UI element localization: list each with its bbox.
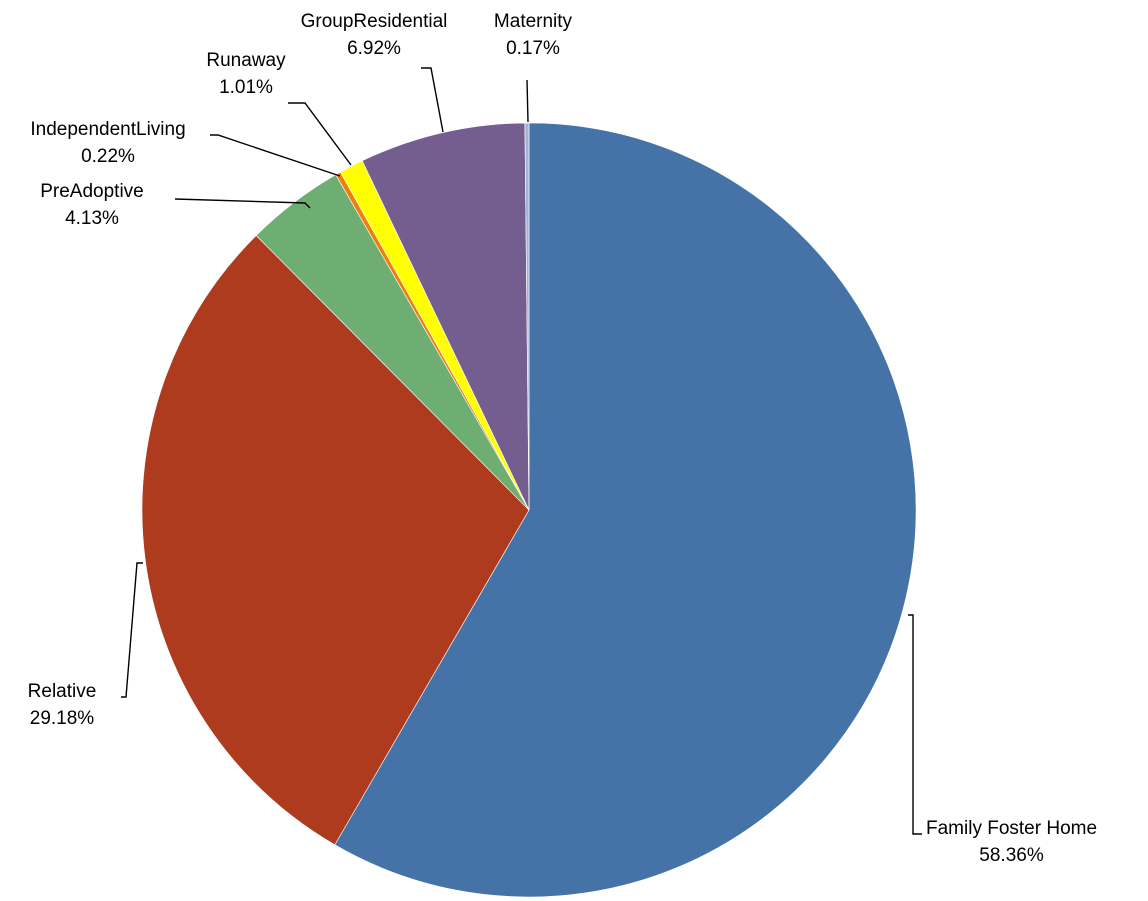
slice-category-label: GroupResidential [301,11,448,32]
slice-percent-label: 0.22% [81,146,135,167]
slice-category-label: Runaway [206,50,286,71]
slice-percent-label: 6.92% [347,38,401,59]
slice-percent-label: 4.13% [65,208,119,229]
leader-line [174,198,311,209]
slice-percent-label: 1.01% [219,77,273,98]
slice-category-label: Family Foster Home [926,818,1097,839]
pie-slice-maternity [524,122,530,511]
pie-slice-family-foster-home [334,122,917,898]
leader-lines [121,67,922,835]
data-labels: Family Foster Home 58.36% Relative 29.18% Pr… [28,11,1097,866]
pie-slice-groupresidential [361,122,530,511]
leader-line [421,67,444,133]
leader-line [288,102,352,166]
slice-category-label: IndependentLiving [30,119,185,140]
pie-slices [141,122,917,898]
slice-category-label: Relative [28,681,97,702]
slice-percent-label: 29.18% [30,708,95,729]
leader-line [210,134,341,177]
slice-category-label: PreAdoptive [40,181,144,202]
slice-percent-label: 58.36% [979,845,1044,866]
leader-line [526,79,529,123]
slice-percent-label: 0.17% [506,38,560,59]
leader-line [121,562,143,698]
leader-line [908,614,922,835]
slice-category-label: Maternity [494,11,573,32]
pie-slice-relative [141,235,530,846]
